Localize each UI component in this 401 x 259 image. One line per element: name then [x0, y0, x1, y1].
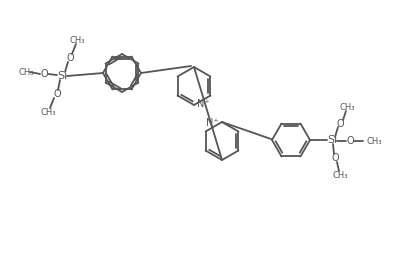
Text: CH₃: CH₃ [332, 170, 348, 179]
Text: O: O [336, 119, 344, 129]
Text: CH₃: CH₃ [69, 35, 85, 45]
Text: Si: Si [57, 71, 67, 81]
Text: CH₃: CH₃ [339, 103, 355, 112]
Text: N⁺: N⁺ [197, 99, 210, 109]
Text: O: O [66, 53, 74, 63]
Text: O: O [331, 153, 339, 163]
Text: O: O [346, 136, 354, 146]
Text: Si: Si [327, 135, 337, 145]
Text: CH₃: CH₃ [18, 68, 34, 76]
Text: N⁺: N⁺ [207, 118, 219, 128]
Text: CH₃: CH₃ [367, 136, 383, 146]
Text: O: O [53, 89, 61, 99]
Text: O: O [40, 69, 48, 79]
Text: CH₃: CH₃ [40, 107, 56, 117]
